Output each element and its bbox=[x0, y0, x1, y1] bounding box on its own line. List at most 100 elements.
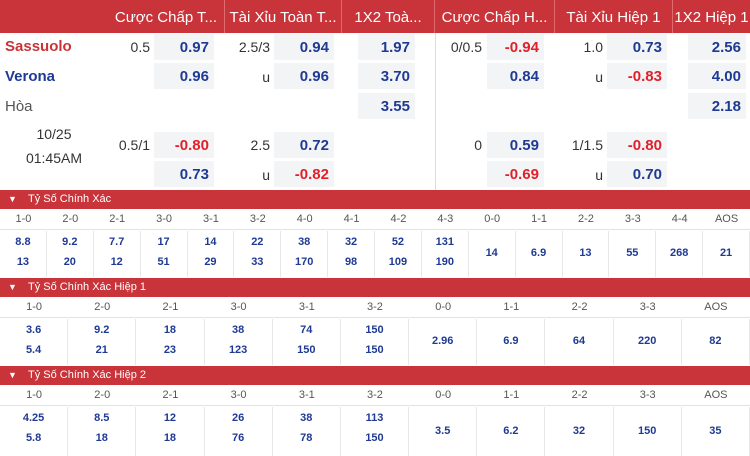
score-odds-away[interactable]: 109 bbox=[388, 256, 408, 268]
h1-1x2-draw-odds[interactable]: 2.18 bbox=[688, 93, 746, 119]
score-odds-home[interactable]: 22 bbox=[251, 236, 264, 248]
score-odds-away[interactable]: 20 bbox=[63, 256, 76, 268]
score-odds-away[interactable]: 5.4 bbox=[25, 344, 42, 356]
score-odds-away[interactable]: 150 bbox=[365, 432, 384, 444]
score-odds-away[interactable]: 18 bbox=[163, 432, 177, 444]
half-divider bbox=[435, 33, 436, 190]
ft-1x2-away-odds[interactable]: 3.70 bbox=[358, 63, 415, 89]
ft-handicap-away-odds-2[interactable]: 0.73 bbox=[154, 161, 214, 187]
score-odds-home[interactable]: 55 bbox=[626, 247, 639, 259]
score-odds-home[interactable]: 131 bbox=[435, 236, 454, 248]
score-odds-home[interactable]: 9.2 bbox=[94, 324, 110, 336]
score-odds-home[interactable]: 6.2 bbox=[503, 425, 519, 437]
score-odds-home[interactable]: 52 bbox=[391, 236, 405, 248]
score-odds-home[interactable]: 3.6 bbox=[25, 324, 42, 336]
score-odds-away[interactable]: 5.8 bbox=[25, 432, 42, 444]
score-odds-away[interactable]: 12 bbox=[110, 256, 123, 268]
score-odds-away[interactable]: 51 bbox=[157, 256, 170, 268]
ft-over-odds[interactable]: 0.94 bbox=[274, 34, 334, 60]
exact-score-h2-band[interactable]: ▼ Tỷ Số Chính Xác Hiệp 2 bbox=[0, 366, 750, 385]
ft-handicap-away-odds[interactable]: 0.96 bbox=[154, 63, 214, 89]
score-odds-away[interactable]: 190 bbox=[435, 256, 454, 268]
score-odds-home[interactable]: 6.9 bbox=[530, 247, 547, 259]
score-odds-home[interactable]: 38 bbox=[298, 236, 311, 248]
score-odds-home[interactable]: 14 bbox=[485, 247, 498, 259]
score-odds-home[interactable]: 4.25 bbox=[22, 412, 45, 424]
score-odds-home[interactable]: 6.9 bbox=[503, 335, 519, 347]
chevron-down-icon[interactable]: ▼ bbox=[8, 282, 17, 292]
score-odds-home[interactable]: 7.7 bbox=[109, 236, 125, 248]
h1-handicap-away-odds-2[interactable]: -0.69 bbox=[487, 161, 544, 187]
h1-over-odds[interactable]: 0.73 bbox=[607, 34, 667, 60]
score-label: 3-1 bbox=[298, 389, 315, 401]
h1-under-odds-2[interactable]: 0.70 bbox=[607, 161, 667, 187]
score-odds-home[interactable]: 9.2 bbox=[62, 236, 78, 248]
h1-under-odds[interactable]: -0.83 bbox=[607, 63, 667, 89]
score-odds-away[interactable]: 78 bbox=[300, 432, 313, 444]
ft-1x2-home-odds[interactable]: 1.97 bbox=[358, 34, 415, 60]
ft-under-odds-2[interactable]: -0.82 bbox=[274, 161, 334, 187]
score-odds-home[interactable]: 38 bbox=[231, 324, 245, 336]
chevron-down-icon[interactable]: ▼ bbox=[8, 194, 17, 204]
score-odds-home[interactable]: 13 bbox=[579, 247, 592, 259]
score-odds-home[interactable]: 18 bbox=[163, 324, 177, 336]
score-odds-home[interactable]: 3.5 bbox=[435, 425, 451, 437]
header-h1-1x2[interactable]: 1X2 Hiệp 1 bbox=[674, 9, 749, 26]
score-odds-home[interactable]: 2.96 bbox=[431, 335, 454, 347]
score-odds-home[interactable]: 220 bbox=[638, 335, 657, 347]
score-label: AOS bbox=[704, 301, 728, 313]
header-h1-handicap[interactable]: Cược Chấp H... bbox=[435, 0, 555, 33]
score-odds-home[interactable]: 32 bbox=[344, 236, 358, 248]
score-odds-away[interactable]: 98 bbox=[344, 256, 358, 268]
exact-score-band[interactable]: ▼ Tỷ Số Chính Xác bbox=[0, 190, 750, 209]
score-odds-home[interactable]: 8.8 bbox=[15, 236, 31, 248]
score-odds-away[interactable]: 76 bbox=[231, 432, 245, 444]
ft-under-odds[interactable]: 0.96 bbox=[274, 63, 334, 89]
chevron-down-icon[interactable]: ▼ bbox=[8, 370, 17, 380]
score-odds-away[interactable]: 13 bbox=[16, 256, 30, 268]
h1-1x2-away-odds[interactable]: 4.00 bbox=[688, 63, 746, 89]
h1-1x2-home-odds[interactable]: 2.56 bbox=[688, 34, 746, 60]
ft-1x2-draw-odds[interactable]: 3.55 bbox=[358, 93, 415, 119]
score-odds-home[interactable]: 38 bbox=[300, 412, 313, 424]
ft-handicap-home-odds-2[interactable]: -0.80 bbox=[154, 132, 214, 158]
score-odds-away[interactable]: 29 bbox=[204, 256, 217, 268]
score-label: 3-0 bbox=[230, 389, 247, 401]
score-label: 3-1 bbox=[298, 301, 315, 313]
score-odds-home[interactable]: 82 bbox=[709, 335, 722, 347]
score-odds-away[interactable]: 23 bbox=[163, 344, 177, 356]
ft-over-odds-2[interactable]: 0.72 bbox=[274, 132, 334, 158]
score-odds-home[interactable]: 64 bbox=[572, 335, 586, 347]
exact-score-h2-odds-row: 4.25 5.8 8.5 18 12 18 26 76 38 78 113 150 3.5 6.2 32 15… bbox=[0, 407, 750, 456]
header-h1-over-under[interactable]: Tài Xỉu Hiệp 1 bbox=[555, 0, 673, 33]
score-odds-home[interactable]: 113 bbox=[365, 412, 384, 424]
header-ft-handicap[interactable]: Cược Chấp T... bbox=[108, 0, 225, 33]
score-odds-home[interactable]: 26 bbox=[231, 412, 245, 424]
score-odds-home[interactable]: 150 bbox=[365, 324, 384, 336]
score-odds-away[interactable]: 18 bbox=[95, 432, 108, 444]
score-odds-home[interactable]: 14 bbox=[204, 236, 217, 248]
h1-handicap-home-odds[interactable]: -0.94 bbox=[487, 34, 544, 60]
header-ft-over-under[interactable]: Tài Xỉu Toàn T... bbox=[225, 0, 342, 33]
h1-handicap-away-odds[interactable]: 0.84 bbox=[487, 63, 544, 89]
h1-handicap-home-odds-2[interactable]: 0.59 bbox=[487, 132, 544, 158]
h1-over-odds-2[interactable]: -0.80 bbox=[607, 132, 667, 158]
score-odds-away[interactable]: 150 bbox=[365, 344, 384, 356]
header-ft-1x2[interactable]: 1X2 Toà... bbox=[342, 0, 435, 33]
score-odds-away[interactable]: 123 bbox=[228, 344, 248, 356]
score-odds-home[interactable]: 21 bbox=[719, 247, 733, 259]
score-odds-away[interactable]: 170 bbox=[295, 256, 314, 268]
score-odds-home[interactable]: 8.5 bbox=[94, 412, 110, 424]
score-odds-home[interactable]: 32 bbox=[572, 425, 586, 437]
score-odds-home[interactable]: 74 bbox=[300, 324, 313, 336]
score-odds-away[interactable]: 150 bbox=[297, 344, 316, 356]
score-odds-home[interactable]: 17 bbox=[157, 236, 170, 248]
score-odds-home[interactable]: 268 bbox=[670, 247, 689, 259]
score-odds-home[interactable]: 35 bbox=[709, 425, 722, 437]
score-odds-home[interactable]: 150 bbox=[638, 425, 657, 437]
score-odds-away[interactable]: 21 bbox=[95, 344, 108, 356]
ft-handicap-home-odds[interactable]: 0.97 bbox=[154, 34, 214, 60]
exact-score-h1-band[interactable]: ▼ Tỷ Số Chính Xác Hiệp 1 bbox=[0, 278, 750, 297]
score-odds-away[interactable]: 33 bbox=[251, 256, 264, 268]
score-odds-home[interactable]: 12 bbox=[163, 412, 177, 424]
